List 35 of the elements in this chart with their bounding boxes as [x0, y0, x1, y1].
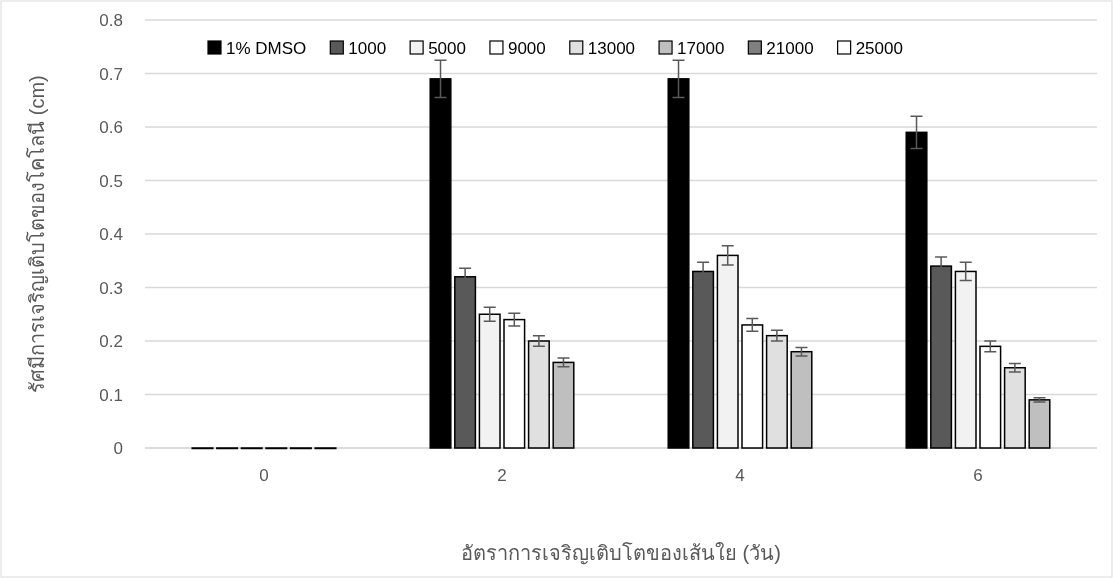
y-tick-label: 0.6 [99, 118, 123, 137]
x-axis-title: อัตราการเจริญเติบโตของเส้นใย (วัน) [461, 542, 781, 565]
bar [741, 324, 764, 449]
legend-label: 17000 [677, 39, 725, 58]
bar [478, 313, 501, 449]
y-axis-title: รัศมีการเจริญเติบโตของโคโลนี (cm) [26, 75, 49, 393]
y-tick-label: 0.7 [99, 64, 123, 84]
x-tick-label: 6 [973, 466, 983, 485]
y-tick-label: 0 [113, 439, 123, 458]
bar [1028, 399, 1051, 449]
y-tick-label: 0.2 [99, 332, 123, 351]
bar [716, 254, 739, 449]
bar [503, 318, 526, 449]
bar [979, 345, 1002, 449]
x-tick-label: 4 [735, 466, 745, 485]
y-tick-label: 0.8 [99, 11, 123, 30]
x-tick-label: 2 [497, 466, 507, 485]
bar [905, 131, 928, 449]
y-tick-label: 0.3 [99, 278, 123, 298]
legend-label: 21000 [766, 39, 814, 58]
bar [552, 361, 575, 449]
bar [954, 270, 977, 449]
legend-label: 13000 [587, 39, 636, 58]
y-tick-label: 0.4 [99, 225, 123, 244]
legend-label: 1000 [348, 39, 387, 58]
y-tick-label: 0.1 [99, 385, 123, 405]
bar [667, 78, 690, 449]
legend-label: 9000 [507, 39, 546, 58]
y-tick-label: 0.5 [99, 171, 123, 191]
legend-label: 5000 [428, 39, 466, 58]
bar [429, 78, 452, 449]
legend-label: 1% DMSO [226, 39, 307, 58]
x-tick-label: 0 [259, 466, 269, 485]
legend-label: 25000 [855, 39, 903, 58]
bar [790, 350, 813, 449]
